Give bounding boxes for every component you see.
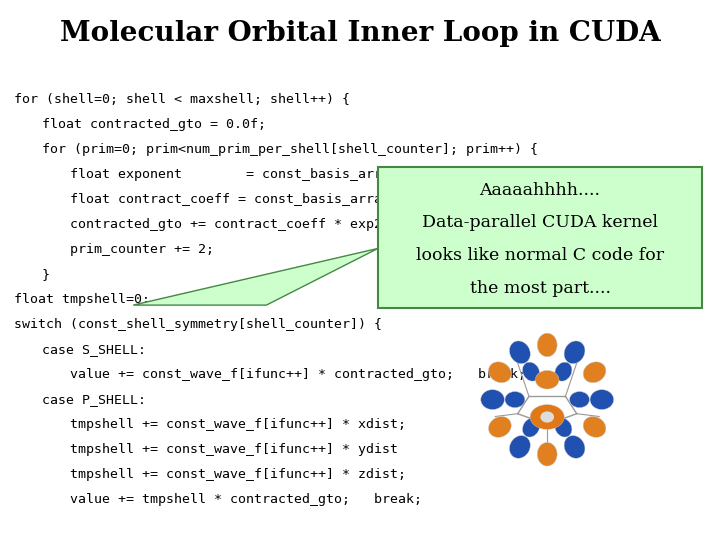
Ellipse shape [510, 341, 531, 363]
Text: Data-parallel CUDA kernel: Data-parallel CUDA kernel [422, 214, 658, 232]
Text: for (shell=0; shell < maxshell; shell++) {: for (shell=0; shell < maxshell; shell++)… [14, 93, 350, 106]
Ellipse shape [570, 392, 590, 408]
Text: case P_SHELL:: case P_SHELL: [42, 393, 146, 406]
Ellipse shape [481, 390, 504, 409]
Text: contracted_gto += contract_coeff * exp2f(-exponent*dist2);: contracted_gto += contract_coeff * exp2f… [70, 218, 534, 231]
Ellipse shape [488, 362, 511, 383]
Text: value += const_wave_f[ifunc++] * contracted_gto;   break;: value += const_wave_f[ifunc++] * contrac… [70, 368, 526, 381]
Ellipse shape [537, 442, 557, 466]
Text: switch (const_shell_symmetry[shell_counter]) {: switch (const_shell_symmetry[shell_count… [14, 318, 382, 331]
Ellipse shape [505, 392, 525, 408]
Ellipse shape [583, 362, 606, 383]
Ellipse shape [555, 362, 572, 381]
Text: tmpshell += const_wave_f[ifunc++] * zdist;: tmpshell += const_wave_f[ifunc++] * zdis… [70, 468, 406, 481]
Text: float exponent        = const_basis_array[prim_counter    ];: float exponent = const_basis_array[prim_… [70, 168, 550, 181]
Ellipse shape [488, 416, 511, 437]
Text: the most part....: the most part.... [469, 280, 611, 296]
Ellipse shape [523, 362, 539, 381]
Text: value += tmpshell * contracted_gto;   break;: value += tmpshell * contracted_gto; brea… [70, 493, 422, 506]
Ellipse shape [523, 418, 539, 437]
Text: case S_SHELL:: case S_SHELL: [42, 343, 146, 356]
Text: float tmpshell=0;: float tmpshell=0; [14, 293, 150, 306]
Ellipse shape [564, 436, 585, 458]
Text: prim_counter += 2;: prim_counter += 2; [70, 243, 214, 256]
Text: tmpshell += const_wave_f[ifunc++] * ydist: tmpshell += const_wave_f[ifunc++] * ydis… [70, 443, 398, 456]
Ellipse shape [537, 333, 557, 357]
Ellipse shape [510, 436, 531, 458]
Ellipse shape [590, 390, 613, 409]
Text: tmpshell += const_wave_f[ifunc++] * xdist;: tmpshell += const_wave_f[ifunc++] * xdis… [70, 418, 406, 431]
Text: looks like normal C code for: looks like normal C code for [416, 247, 664, 264]
Text: }: } [42, 268, 50, 281]
Text: Aaaaahhhh....: Aaaaahhhh.... [480, 182, 600, 199]
Ellipse shape [536, 370, 559, 389]
FancyBboxPatch shape [378, 167, 702, 308]
Polygon shape [133, 248, 378, 305]
Ellipse shape [564, 341, 585, 363]
Ellipse shape [555, 418, 572, 437]
Text: float contracted_gto = 0.0f;: float contracted_gto = 0.0f; [42, 118, 266, 131]
Text: float contract_coeff = const_basis_array[prim_counter + 1];: float contract_coeff = const_basis_array… [70, 193, 542, 206]
Ellipse shape [530, 404, 564, 429]
Text: for (prim=0; prim<num_prim_per_shell[shell_counter]; prim++) {: for (prim=0; prim<num_prim_per_shell[she… [42, 143, 538, 156]
Text: Molecular Orbital Inner Loop in CUDA: Molecular Orbital Inner Loop in CUDA [60, 20, 660, 47]
Ellipse shape [541, 411, 554, 423]
Ellipse shape [583, 416, 606, 437]
